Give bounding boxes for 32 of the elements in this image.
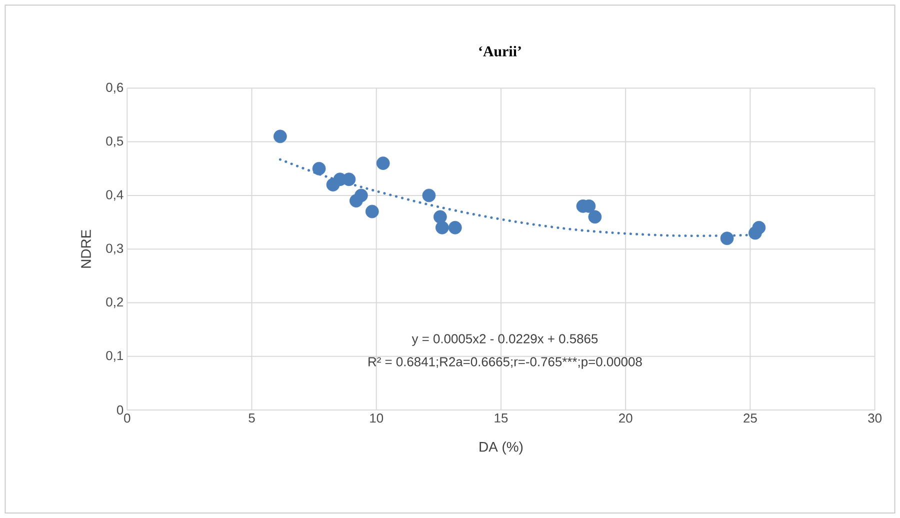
point bbox=[435, 220, 449, 234]
y-tick-label: 0,2 bbox=[106, 297, 123, 308]
x-tick-label: 0 bbox=[124, 413, 130, 423]
point bbox=[273, 130, 287, 144]
point bbox=[588, 210, 602, 224]
y-tick-label: 0,1 bbox=[106, 350, 124, 362]
point bbox=[365, 204, 379, 218]
point bbox=[376, 156, 390, 170]
annotation: R² = 0.6841;R2a=0.6665;r=-0.765***;p=0.00008 bbox=[368, 357, 642, 369]
y-tick-label: 0,3 bbox=[106, 244, 124, 254]
point bbox=[312, 162, 326, 176]
x-tick-label: 30 bbox=[868, 413, 882, 423]
chart-title: ‘Aurii’ bbox=[479, 46, 521, 56]
y-tick-label: 0,4 bbox=[106, 190, 124, 201]
y-tick-label: 0,5 bbox=[106, 136, 124, 148]
point bbox=[448, 220, 462, 234]
y-tick-label: 0,6 bbox=[106, 82, 124, 94]
point bbox=[354, 188, 368, 202]
point bbox=[720, 232, 734, 245]
x-axis-title: DA (%) bbox=[480, 441, 523, 454]
x-tick-label: 5 bbox=[248, 413, 255, 422]
point bbox=[422, 188, 436, 202]
x-tick-label: 10 bbox=[370, 413, 384, 423]
x-tick-label: 25 bbox=[744, 413, 757, 423]
point bbox=[433, 210, 447, 224]
y-tick-label: 0 bbox=[116, 405, 124, 415]
y-axis-title: NDRE bbox=[81, 230, 91, 268]
annotation: y = 0.0005x2 - 0.0229x + 0.5865 bbox=[412, 334, 598, 346]
x-tick-label: 20 bbox=[619, 413, 632, 423]
point bbox=[752, 220, 766, 234]
x-tick-label: 15 bbox=[494, 413, 508, 422]
point bbox=[342, 172, 356, 186]
